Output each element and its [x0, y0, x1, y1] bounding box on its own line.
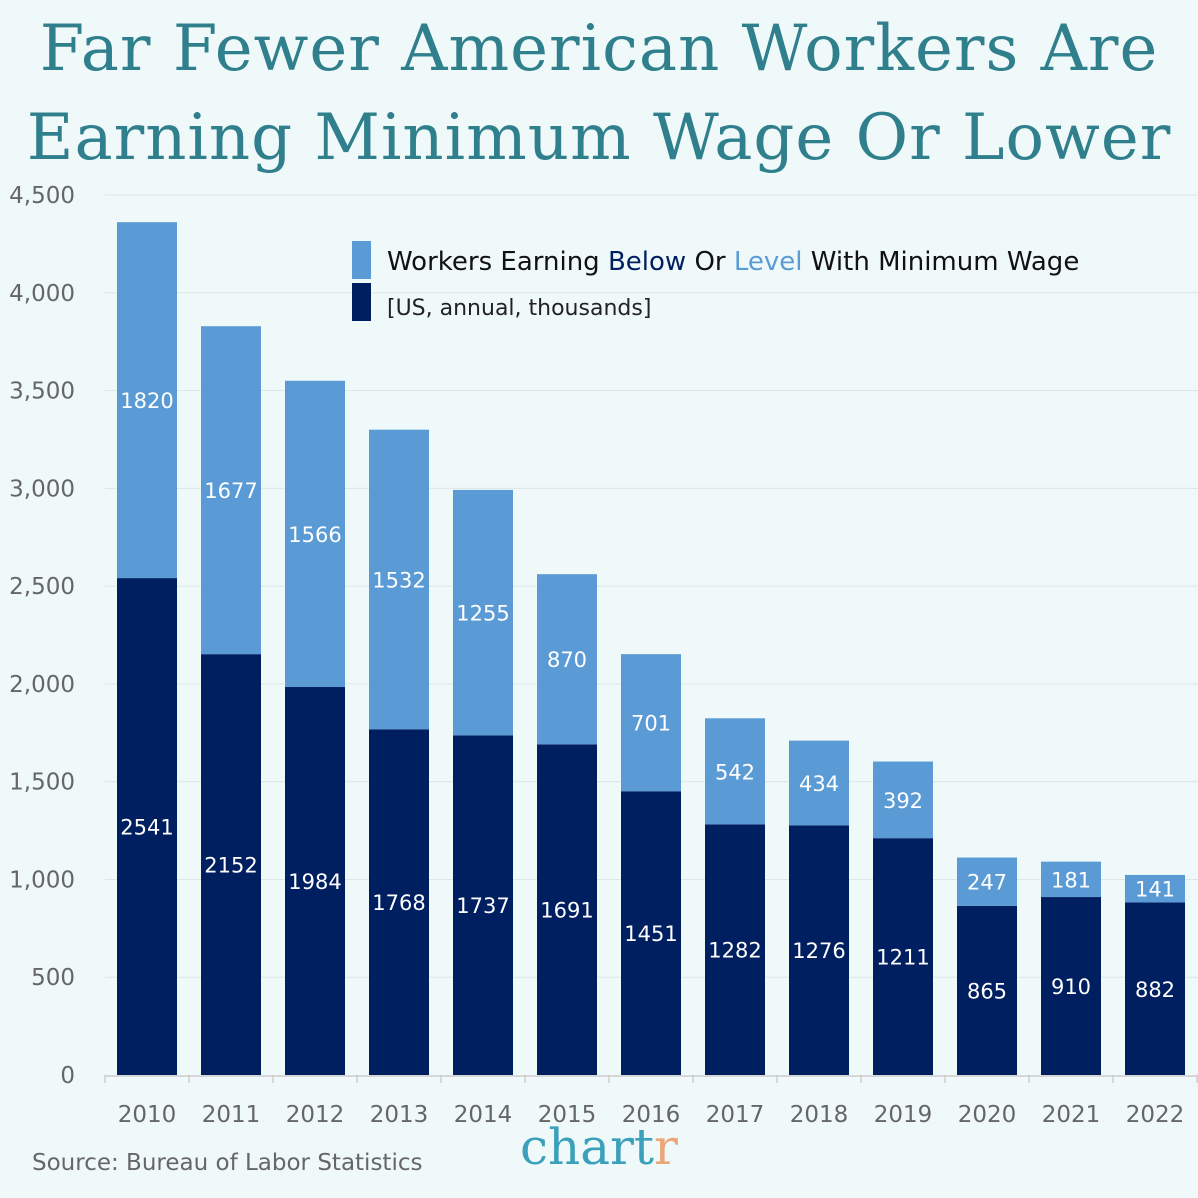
legend-title: Workers Earning Below Or Level With Mini… [387, 247, 1079, 277]
data-label: 1255 [456, 602, 509, 626]
bar-below-2016 [621, 791, 681, 1075]
data-label: 1282 [708, 939, 761, 963]
y-tick-label: 4,000 [9, 281, 75, 307]
bar-below-2013 [369, 729, 429, 1075]
bar-below-2019 [873, 838, 933, 1075]
bar-below-2018 [789, 825, 849, 1075]
bar-below-2015 [537, 744, 597, 1075]
y-tick-label: 4,500 [9, 183, 75, 209]
data-label: 2541 [120, 816, 173, 840]
chart-title-line2: Earning Minimum Wage Or Lower [26, 101, 1172, 175]
bar-below-2020 [957, 905, 1017, 1075]
data-label: 1566 [288, 523, 341, 547]
x-tick-label: 2020 [958, 1102, 1017, 1128]
bar-level-2016 [621, 654, 681, 792]
data-label: 882 [1135, 978, 1175, 1002]
bar-below-2022 [1125, 902, 1185, 1075]
x-tick-label: 2014 [454, 1102, 513, 1128]
x-tick-label: 2016 [622, 1102, 681, 1128]
x-tick-label: 2017 [706, 1102, 765, 1128]
x-tick-label: 2019 [874, 1102, 933, 1128]
data-label: 1768 [372, 891, 425, 915]
data-label: 910 [1051, 975, 1091, 999]
x-tick-label: 2021 [1042, 1102, 1101, 1128]
data-label: 181 [1051, 868, 1091, 892]
x-tick-label: 2010 [118, 1102, 177, 1128]
data-label: 1984 [288, 870, 341, 894]
bar-level-2013 [369, 429, 429, 730]
y-tick-label: 0 [60, 1063, 75, 1089]
x-tick-label: 2011 [202, 1102, 261, 1128]
legend: Workers Earning Below Or Level With Mini… [352, 241, 1079, 321]
y-tick-label: 3,000 [9, 476, 75, 502]
bar-level-2015 [537, 574, 597, 745]
bar-below-2014 [453, 735, 513, 1075]
legend-subtitle: [US, annual, thousands] [387, 296, 651, 321]
data-label: 542 [715, 760, 755, 784]
data-label: 1451 [624, 922, 677, 946]
legend-swatch-level [352, 241, 371, 279]
data-label: 392 [883, 789, 923, 813]
bar-level-2022 [1125, 874, 1185, 903]
bar-below-2017 [705, 824, 765, 1075]
bar-level-2021 [1041, 861, 1101, 898]
data-label: 1737 [456, 894, 509, 918]
bar-level-2014 [453, 489, 513, 736]
legend-swatch-below [352, 283, 371, 321]
x-tick-label: 2012 [286, 1102, 345, 1128]
x-tick-label: 2018 [790, 1102, 849, 1128]
data-label: 1820 [120, 389, 173, 413]
data-label: 2152 [204, 854, 257, 878]
bar-level-2010 [117, 222, 177, 579]
bar-below-2011 [201, 654, 261, 1075]
data-label: 434 [799, 772, 839, 796]
bar-level-2011 [201, 326, 261, 655]
data-label: 1691 [540, 899, 593, 923]
x-tick-label: 2015 [538, 1102, 597, 1128]
data-label: 1677 [204, 479, 257, 503]
y-tick-label: 1,000 [9, 867, 75, 893]
bar-level-2012 [285, 380, 345, 688]
data-label: 1532 [372, 568, 425, 592]
y-tick-label: 2,000 [9, 672, 75, 698]
y-tick-label: 1,500 [9, 770, 75, 796]
chartr-logo: chartr [520, 1118, 678, 1176]
data-label: 865 [967, 979, 1007, 1003]
data-label: 141 [1135, 878, 1175, 902]
data-label: 701 [631, 712, 671, 736]
bar-below-2021 [1041, 897, 1101, 1075]
y-tick-label: 2,500 [9, 574, 75, 600]
y-tick-label: 500 [31, 965, 75, 991]
bar-level-2020 [957, 857, 1017, 906]
data-label: 1276 [792, 939, 845, 963]
data-label: 247 [967, 871, 1007, 895]
x-tick-label: 2013 [370, 1102, 429, 1128]
bar-below-2012 [285, 687, 345, 1075]
source-note: Source: Bureau of Labor Statistics [32, 1150, 423, 1176]
y-tick-label: 3,500 [9, 379, 75, 405]
bar-below-2010 [117, 578, 177, 1075]
data-label: 1211 [876, 946, 929, 970]
bar-level-2018 [789, 740, 849, 826]
x-tick-label: 2022 [1126, 1102, 1185, 1128]
bar-level-2019 [873, 761, 933, 839]
data-label: 870 [547, 648, 587, 672]
bar-level-2017 [705, 718, 765, 825]
chart-title-line1: Far Fewer American Workers Are [39, 12, 1159, 86]
